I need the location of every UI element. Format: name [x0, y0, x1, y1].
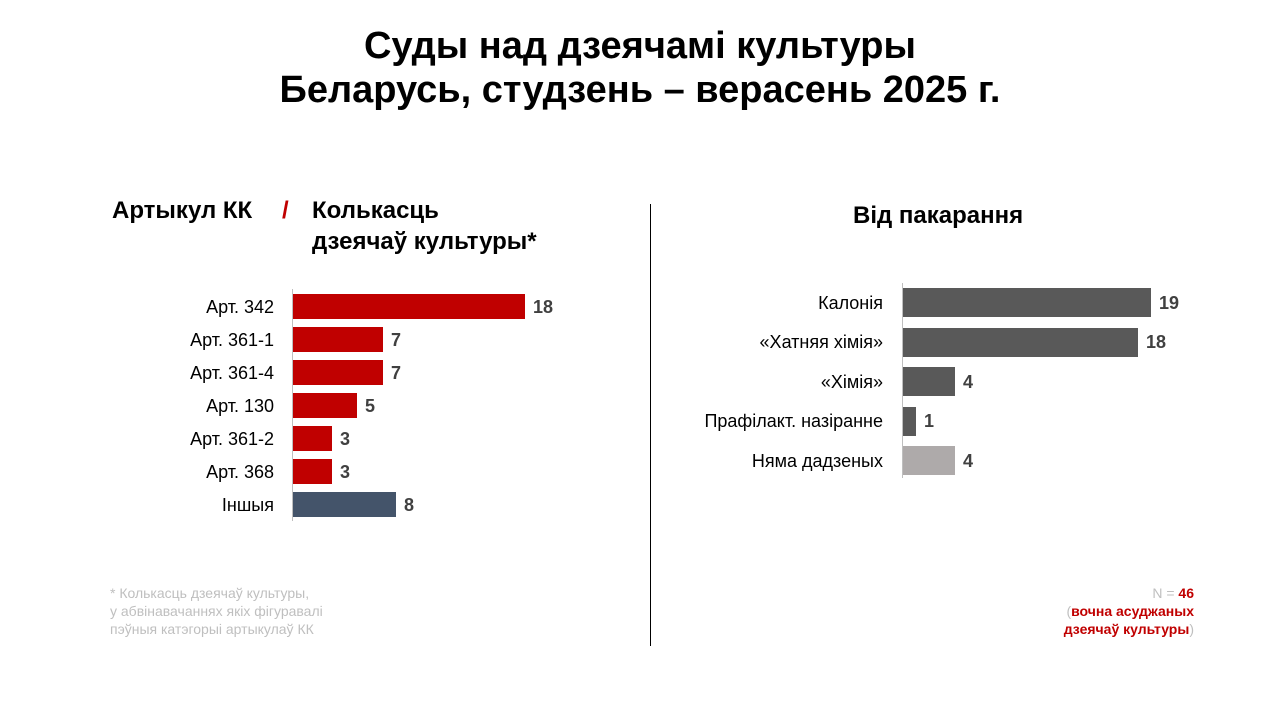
- category-label: «Хатняя хімія»: [759, 332, 883, 352]
- bar: [293, 393, 357, 418]
- data-label: 5: [365, 395, 376, 416]
- data-label: 18: [1146, 332, 1167, 352]
- n-prefix: N =: [1152, 585, 1179, 601]
- category-label: Іншыя: [221, 494, 274, 515]
- chart-title-line1: Суды над дзеячамі культуры: [364, 25, 916, 67]
- left-header-count-line1: Колькасць: [312, 197, 439, 224]
- right-chart-title: Від пакарання: [853, 202, 1024, 229]
- bar: [903, 406, 916, 436]
- category-label: Арт. 342: [206, 296, 274, 317]
- footnote-line1: * Колькасць дзеячаў культуры,: [110, 585, 310, 601]
- note-line2: дзеячаў культуры: [1063, 621, 1190, 637]
- data-label: 4: [963, 371, 974, 392]
- data-label: 7: [391, 362, 402, 383]
- bar: [293, 492, 396, 517]
- left-header-separator: /: [282, 197, 289, 224]
- category-label: Арт. 368: [206, 461, 274, 482]
- close-paren: ): [1189, 621, 1194, 637]
- bar: [293, 327, 383, 352]
- category-label: Арт. 130: [206, 395, 274, 416]
- footnote: * Колькасць дзеячаў культуры, у абвінава…: [110, 584, 323, 638]
- category-axis: [902, 283, 903, 478]
- chart-title-line2: Беларусь, студзень – верасень 2025 г.: [279, 69, 1001, 111]
- bar: [903, 327, 1138, 357]
- category-label: Прафілакт. назіранне: [704, 411, 883, 431]
- bar: [903, 367, 955, 396]
- category-label: Арт. 361-1: [190, 329, 274, 350]
- bar: [293, 459, 332, 484]
- open-paren: (: [1066, 603, 1072, 619]
- data-label: 4: [963, 450, 974, 471]
- data-label: 1: [924, 411, 935, 431]
- left-header-article: Артыкул КК: [112, 197, 253, 224]
- data-label: 8: [404, 494, 415, 515]
- bar: [293, 426, 332, 451]
- category-label: Арт. 361-4: [190, 362, 274, 383]
- category-label: Арт. 361-2: [190, 428, 274, 449]
- bar: [903, 446, 955, 475]
- footnote-line2: у абвінавачаннях якіх фігуравалі: [110, 603, 323, 619]
- bar: [903, 288, 1151, 317]
- note-line1: вочна асуджаных: [1071, 603, 1194, 619]
- data-label: 7: [391, 329, 402, 350]
- data-label: 19: [1159, 292, 1180, 313]
- data-label: 18: [533, 296, 554, 317]
- category-label: Няма дадзеных: [751, 450, 883, 471]
- n-value: 46: [1178, 585, 1194, 601]
- category-label: Калонія: [818, 292, 883, 313]
- left-header-count-line2: дзеячаў культуры*: [312, 228, 537, 255]
- sample-size-note: N = 46 (вочна асуджаных дзеячаў культуры…: [1064, 584, 1194, 638]
- data-label: 3: [340, 461, 351, 482]
- category-label: «Хімія»: [820, 371, 883, 392]
- center-divider: [650, 204, 651, 646]
- category-axis: [292, 289, 293, 521]
- bar: [293, 360, 383, 385]
- data-label: 3: [340, 428, 351, 449]
- bar: [293, 294, 525, 319]
- footnote-line3: пэўныя катэгорыі артыкулаў КК: [110, 621, 314, 637]
